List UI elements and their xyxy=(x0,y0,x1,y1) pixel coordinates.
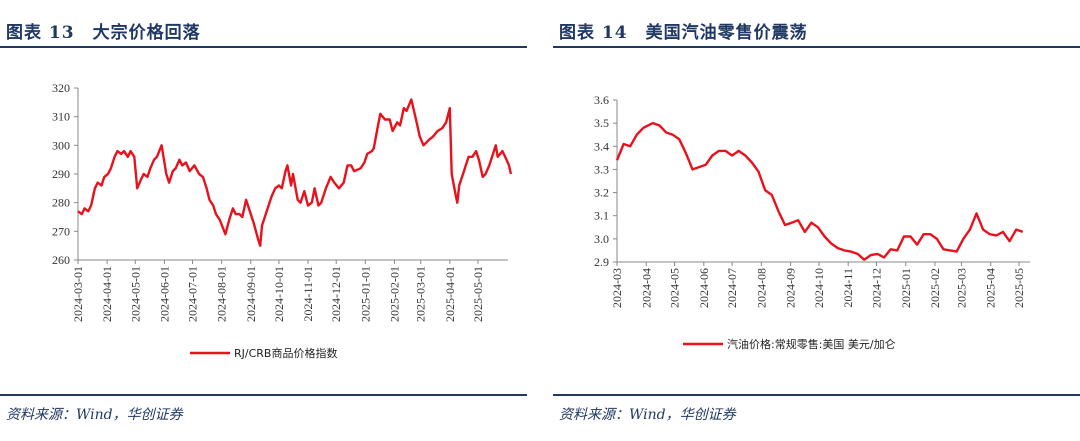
x-tick-label: 2024-03 xyxy=(610,268,624,308)
series-line xyxy=(615,121,1024,261)
y-tick-label: 3.5 xyxy=(594,116,609,130)
y-tick-label: 3.3 xyxy=(594,162,609,176)
x-tick-label: 2024-12-01 xyxy=(329,266,343,322)
x-tick-label: 2024-06-01 xyxy=(157,266,171,322)
y-tick-label: 3.6 xyxy=(594,93,609,107)
source-note: 资料来源：Wind，华创证券 xyxy=(6,407,183,423)
y-tick-label: 260 xyxy=(52,253,70,267)
figure-13-title: 图表 13 大宗价格回落 xyxy=(6,23,201,43)
x-tick-label: 2025-01 xyxy=(899,268,913,308)
source-note: 资料来源：Wind，华创证券 xyxy=(559,407,736,423)
x-tick-label: 2024-08-01 xyxy=(215,266,229,322)
x-tick-label: 2024-04 xyxy=(639,268,653,308)
x-tick-label: 2025-05 xyxy=(1012,268,1026,308)
x-tick-label: 2024-06 xyxy=(697,268,711,308)
x-tick-label: 2025-02 xyxy=(928,268,942,308)
x-tick-label: 2025-04-01 xyxy=(443,266,457,322)
x-tick-label: 2025-03 xyxy=(954,268,968,308)
gasoline-price-chart: 2.9 3.0 3.1 3.2 3.3 3.4 3.5 3.6 2024-03 2024-04 20… xyxy=(594,93,1030,351)
y-tick-label: 290 xyxy=(52,167,70,181)
x-tick-label: 2024-07 xyxy=(725,268,739,308)
bottom-rule xyxy=(553,394,1080,396)
legend-label: RJ/CRB商品价格指数 xyxy=(234,346,337,360)
x-tick-label: 2024-04-01 xyxy=(100,266,114,322)
x-tick-label: 2024-05-01 xyxy=(128,266,142,322)
left-panel: 图表 13 大宗价格回落 260 270 280 290 300 310 320 2024-0… xyxy=(0,0,527,441)
right-panel: 图表 14 美国汽油零售价震荡 2.9 3.0 3.1 3.2 3.3 3.4 3.5 3.6… xyxy=(553,0,1080,441)
x-tick-label: 2024-11-01 xyxy=(301,266,315,322)
y-tick-label: 270 xyxy=(52,224,70,238)
y-tick-label: 310 xyxy=(52,110,70,124)
x-tick-label: 2024-09 xyxy=(784,268,798,308)
x-tick-label: 2024-03-01 xyxy=(71,266,85,322)
x-tick-label: 2024-11 xyxy=(841,268,855,308)
x-tick-label: 2024-12 xyxy=(870,268,884,308)
y-tick-label: 280 xyxy=(52,196,70,210)
y-tick-label: 3.1 xyxy=(594,209,609,223)
x-tick-label: 2024-10 xyxy=(812,268,826,308)
x-tick-label: 2025-05-01 xyxy=(471,266,485,322)
legend-label: 汽油价格:常规零售:美国 美元/加仑 xyxy=(727,337,896,351)
x-tick-label: 2024-07-01 xyxy=(186,266,200,322)
y-tick-label: 3.2 xyxy=(594,186,609,200)
x-tick-label: 2024-09-01 xyxy=(244,266,258,322)
x-tick-label: 2024-08 xyxy=(754,268,768,308)
y-tick-label: 3.0 xyxy=(594,232,609,246)
title-rule xyxy=(0,46,527,48)
title-rule xyxy=(553,46,1080,48)
commodity-index-chart: 260 270 280 290 300 310 320 2024-03-01 2024-04-0… xyxy=(52,81,513,360)
x-tick-label: 2024-10-01 xyxy=(272,266,286,322)
y-tick-label: 300 xyxy=(52,138,70,152)
x-tick-label: 2025-01-01 xyxy=(358,266,372,322)
x-tick-label: 2025-03-01 xyxy=(414,266,428,322)
y-tick-label: 320 xyxy=(52,81,70,95)
y-tick-label: 3.4 xyxy=(594,139,609,153)
series-line xyxy=(77,98,513,247)
figure-14-title: 图表 14 美国汽油零售价震荡 xyxy=(559,23,808,43)
x-tick-label: 2025-02-01 xyxy=(387,266,401,322)
bottom-rule xyxy=(0,394,527,396)
x-tick-label: 2025-04 xyxy=(984,268,998,308)
x-tick-label: 2024-05 xyxy=(668,268,682,308)
y-tick-label: 2.9 xyxy=(594,255,609,269)
